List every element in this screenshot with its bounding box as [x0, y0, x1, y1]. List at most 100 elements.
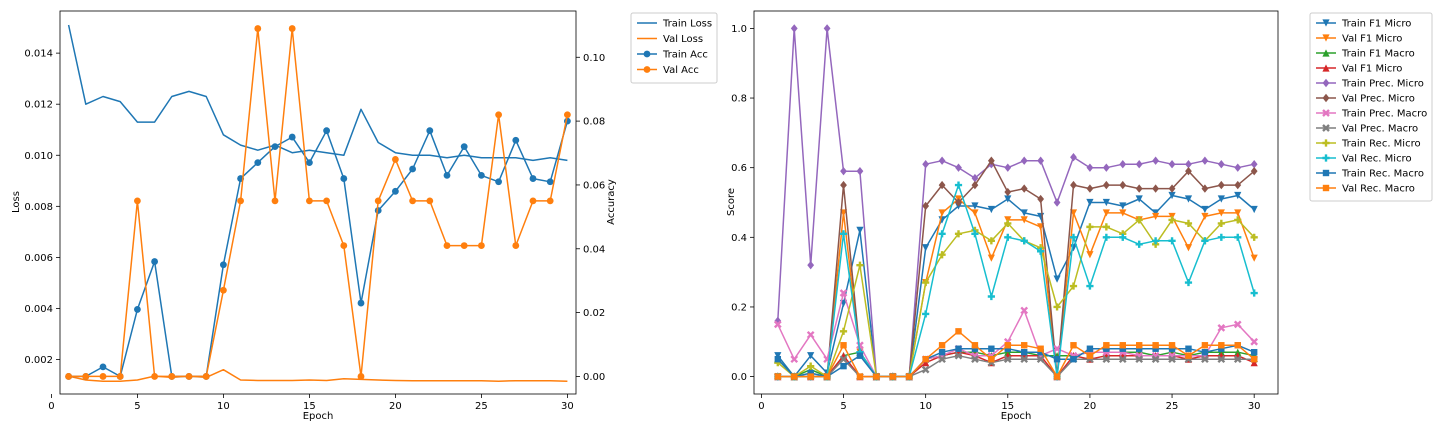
accuracy-y-tick-label: 0.02 — [583, 308, 605, 319]
point-train-prec-micro — [856, 166, 864, 176]
point-val-rec-macro — [856, 373, 864, 380]
point-train-prec-micro — [1053, 198, 1061, 207]
scores-x-tick-label: 10 — [919, 401, 932, 412]
point-val-prec-micro — [971, 180, 979, 190]
point-train-rec-macro — [1004, 345, 1011, 352]
point-train-f1-micro — [1135, 195, 1143, 203]
point-val-f1-micro — [1250, 254, 1258, 262]
accuracy-y-tick-label: 0.00 — [583, 372, 605, 383]
point-val-rec-macro — [807, 373, 814, 380]
legend-marker-val-f1-micro — [1322, 34, 1330, 42]
point-val-rec-macro — [1103, 342, 1110, 349]
point-val-f1-micro — [1217, 209, 1225, 217]
point-val-acc — [185, 373, 193, 380]
point-train-rec-micro — [922, 278, 930, 287]
point-train-f1-micro — [922, 244, 930, 252]
point-train-rec-micro — [839, 327, 848, 335]
point-train-f1-micro — [1217, 195, 1225, 203]
loss-x-tick-label: 20 — [389, 401, 402, 412]
point-val-acc — [116, 373, 124, 380]
point-val-rec-macro — [1037, 345, 1044, 352]
series-train-prec-micro-4 — [774, 24, 1258, 381]
scores-y-axis-label: Score — [726, 188, 737, 216]
point-val-rec-macro — [955, 328, 962, 335]
point-train-acc — [306, 159, 313, 167]
legend-label-val-loss: Val Loss — [663, 34, 703, 45]
point-val-prec-micro — [1250, 166, 1258, 176]
point-train-acc — [529, 175, 537, 182]
point-train-f1-micro — [1086, 198, 1094, 207]
loss-accuracy-chart: 0 5 10 15 20 25 30 0.002 0.004 0.006 0.008 0.010 0.0… — [11, 10, 718, 422]
point-val-f1-micro — [1184, 244, 1193, 252]
legend-label-val-prec-macro: Val Prec. Macro — [1342, 124, 1418, 135]
point-train-f1-micro — [1053, 275, 1061, 283]
point-val-f1-micro — [1102, 209, 1110, 217]
point-val-rec-macro — [1086, 352, 1094, 359]
loss-y-tick-label: 0.014 — [24, 49, 53, 60]
point-val-prec-micro — [1135, 184, 1143, 193]
scores-x-tick-label: 5 — [840, 401, 846, 412]
point-val-f1-micro — [1119, 209, 1127, 217]
legend-label-val-f1-micro: Val F1 Micro — [1342, 34, 1402, 45]
point-val-prec-macro — [971, 355, 979, 364]
legend-label-train-f1-micro: Train F1 Micro — [1341, 19, 1411, 30]
point-train-acc — [426, 127, 434, 135]
point-val-acc — [151, 373, 159, 380]
series-train-loss — [67, 24, 568, 162]
point-train-rec-macro — [988, 345, 995, 352]
legend-marker-train-prec-macro — [1322, 109, 1330, 117]
point-train-prec-macro — [1233, 320, 1242, 329]
point-train-prec-micro — [1250, 160, 1258, 169]
point-train-acc — [512, 136, 520, 144]
point-train-f1-micro — [1201, 205, 1209, 214]
point-train-acc — [134, 306, 141, 313]
line-train-f1-micro — [777, 194, 1255, 378]
point-train-prec-macro — [1053, 344, 1061, 353]
point-val-rec-macro — [1119, 342, 1126, 349]
line-val-prec-micro — [777, 159, 1255, 378]
point-val-rec-macro — [1234, 342, 1241, 349]
point-val-rec-micro — [1102, 233, 1110, 241]
point-val-rec-macro — [889, 373, 897, 380]
scores-y-tick-label: 0.4 — [731, 233, 747, 244]
point-train-rec-macro — [774, 355, 782, 363]
accuracy-y-tick-label: 0.10 — [583, 53, 605, 64]
point-val-acc — [460, 242, 468, 249]
point-val-acc — [409, 197, 416, 205]
point-train-acc — [340, 175, 348, 182]
legend-marker-val-prec-micro — [1322, 93, 1330, 103]
point-train-acc — [357, 299, 365, 307]
point-val-prec-micro — [1102, 180, 1110, 190]
scores-x-tick-label: 20 — [1084, 401, 1097, 412]
point-val-acc — [374, 197, 382, 205]
point-val-rec-micro — [954, 181, 963, 189]
point-train-prec-micro — [1037, 156, 1045, 165]
legend-box — [630, 12, 718, 84]
point-train-prec-macro — [773, 320, 782, 329]
point-train-prec-macro — [1250, 337, 1259, 346]
point-train-prec-micro — [1070, 153, 1077, 162]
series-val-rec-macro-11 — [774, 328, 1258, 380]
point-val-prec-micro — [1004, 187, 1012, 197]
point-val-acc — [546, 197, 554, 205]
point-train-prec-macro — [1217, 323, 1226, 332]
point-val-acc — [443, 242, 451, 249]
legend-label-train-prec-micro: Train Prec. Micro — [1341, 79, 1424, 90]
point-train-rec-macro — [1021, 349, 1028, 356]
point-train-prec-micro — [1234, 163, 1242, 172]
point-train-prec-micro — [1086, 163, 1094, 172]
point-val-rec-macro — [922, 355, 929, 363]
point-train-f1-micro — [971, 202, 979, 210]
point-train-prec-micro — [955, 163, 962, 172]
point-train-rec-micro — [856, 261, 864, 269]
legend-label-train-rec-macro: Train Rec. Macro — [1341, 169, 1424, 180]
point-val-prec-micro — [987, 156, 995, 165]
line-train-loss — [67, 24, 568, 162]
point-train-prec-micro — [971, 173, 979, 183]
loss-x-tick-label: 30 — [561, 401, 574, 412]
point-train-prec-micro — [1004, 163, 1012, 172]
loss-x-tick-label: 10 — [217, 401, 230, 412]
point-train-rec-micro — [1102, 223, 1110, 231]
point-val-prec-micro — [1201, 184, 1209, 193]
point-train-prec-micro — [1020, 156, 1028, 165]
